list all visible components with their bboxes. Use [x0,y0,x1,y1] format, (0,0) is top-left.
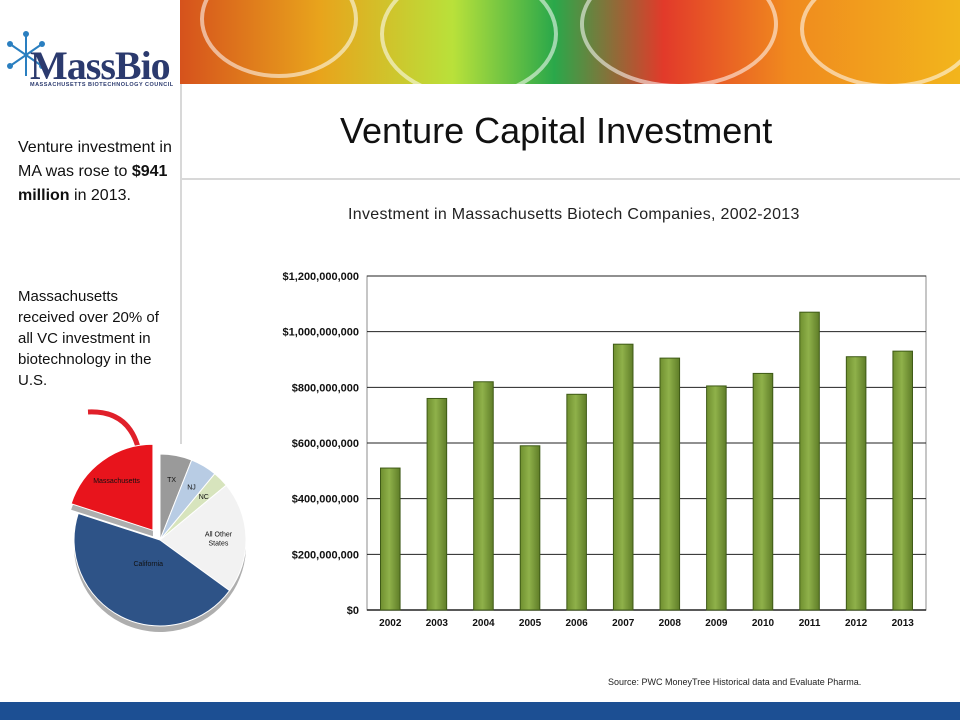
bar [799,311,820,611]
note-market-share: Massachusetts received over 20% of all V… [18,288,159,389]
pie-slice [70,443,154,531]
massbio-molecule-icon [7,31,45,76]
pie-label: NJ [187,485,196,492]
pie-slice [73,512,231,627]
header-banner-image [180,0,960,84]
bar [892,350,913,611]
pie-label: TX [167,477,176,484]
bar [473,381,494,611]
note1-text-end: in 2013. [69,187,131,204]
y-tick-label: $600,000,000 [292,438,359,450]
source-note: Source: PWC MoneyTree Historical data an… [608,677,862,687]
pie-label: NC [199,494,209,501]
x-tick-label: 2004 [472,618,495,629]
vertical-divider [180,84,182,444]
footer-bar [0,702,960,720]
x-tick-label: 2003 [426,618,449,629]
pie-label: States [209,541,229,548]
x-tick-label: 2012 [845,618,868,629]
bar [752,372,774,611]
x-tick-label: 2011 [799,618,821,629]
pie-slice [159,484,247,592]
note1-text-start: Venture investment in MA was rose to [18,139,172,180]
pie-label: Massachusetts [93,478,140,485]
page-title: Venture Capital Investment [340,110,773,151]
logo-subtitle: MASSACHUSETTS BIOTECHNOLOGY COUNCIL [30,82,174,88]
y-tick-label: $0 [347,605,359,617]
x-tick-label: 2013 [892,618,915,629]
bar [426,397,448,611]
x-tick-label: 2002 [379,618,402,629]
y-tick-label: $1,200,000,000 [283,271,359,283]
bar [706,385,727,611]
y-tick-label: $200,000,000 [292,549,359,561]
bar [612,343,634,611]
bar [566,393,587,611]
bar [845,356,867,611]
pie-label: All Other [205,532,233,539]
y-tick-label: $800,000,000 [292,382,359,394]
bar [519,445,541,611]
bar [380,467,401,611]
x-tick-label: 2005 [519,618,542,629]
y-tick-label: $1,000,000,000 [283,327,359,339]
x-tick-label: 2010 [752,618,775,629]
y-tick-label: $400,000,000 [292,494,359,506]
bar-chart: $0 $200,000,000 $400,000,000 $600,000,000 $8… [283,271,927,629]
x-tick-label: 2009 [705,618,728,629]
horizontal-divider [182,178,960,180]
x-tick-label: 2006 [566,618,589,629]
x-tick-label: 2007 [612,618,635,629]
logo-wordmark: MassBio [30,43,171,88]
bar [659,357,681,611]
chart-title: Investment in Massachusetts Biotech Comp… [348,206,800,223]
note1-amount: $941 million [18,163,168,204]
x-tick-label: 2008 [659,618,682,629]
pie-label: California [133,561,163,568]
note-venture-investment: Venture investment in MA was rose to $94… [18,136,173,208]
